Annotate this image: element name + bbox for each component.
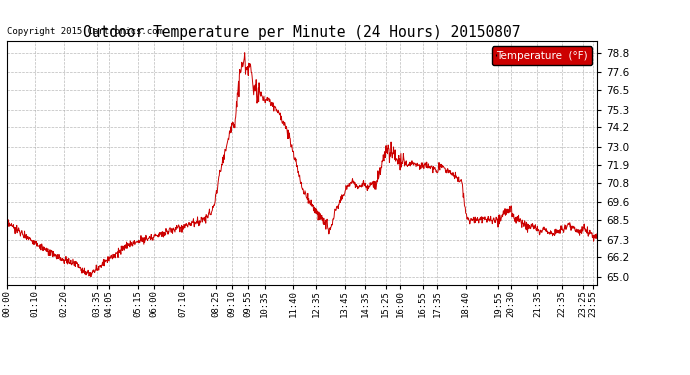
Text: Copyright 2015 Cartronics.com: Copyright 2015 Cartronics.com <box>7 27 163 36</box>
Legend: Temperature  (°F): Temperature (°F) <box>492 46 591 65</box>
Title: Outdoor Temperature per Minute (24 Hours) 20150807: Outdoor Temperature per Minute (24 Hours… <box>83 25 521 40</box>
